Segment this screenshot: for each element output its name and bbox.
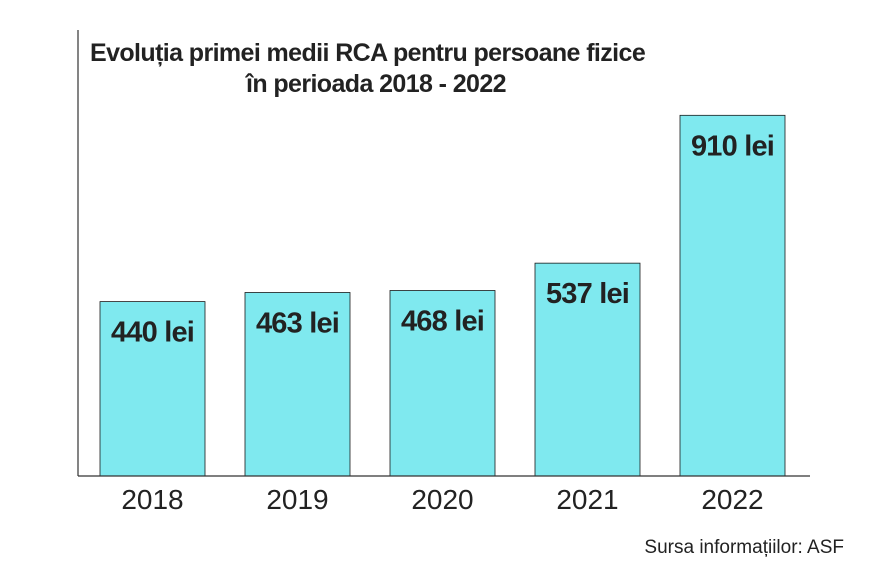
value-label-2019: 463 lei xyxy=(256,307,339,339)
axes-layer xyxy=(77,30,810,477)
bars-layer xyxy=(99,114,786,477)
x-tick-label-2021: 2021 xyxy=(556,484,618,515)
x-tick-label-2019: 2019 xyxy=(266,484,328,515)
bar-2022 xyxy=(679,114,786,477)
value-label-2022: 910 lei xyxy=(691,130,774,162)
bar-2018 xyxy=(99,301,206,477)
bar-2021 xyxy=(534,262,641,477)
bar-2019 xyxy=(244,292,351,477)
x-tick-label-2020: 2020 xyxy=(411,484,473,515)
labels-layer: 440 lei 2018 463 lei 2019 468 lei 2020 537 lei… xyxy=(111,130,775,515)
chart-title: Evoluția primei medii RCA pentru persoan… xyxy=(90,38,670,100)
bar-2020 xyxy=(389,290,496,477)
x-tick-label-2022: 2022 xyxy=(701,484,763,515)
source-note: Sursa informațiilor: ASF xyxy=(644,537,844,558)
chart-title-line1: Evoluția primei medii RCA pentru persoan… xyxy=(90,39,646,67)
value-label-2018: 440 lei xyxy=(111,317,194,349)
value-label-2021: 537 lei xyxy=(546,278,629,310)
x-tick-label-2018: 2018 xyxy=(121,484,183,515)
chart-title-line2: în perioada 2018 - 2022 xyxy=(246,70,507,98)
value-label-2020: 468 lei xyxy=(401,306,484,338)
